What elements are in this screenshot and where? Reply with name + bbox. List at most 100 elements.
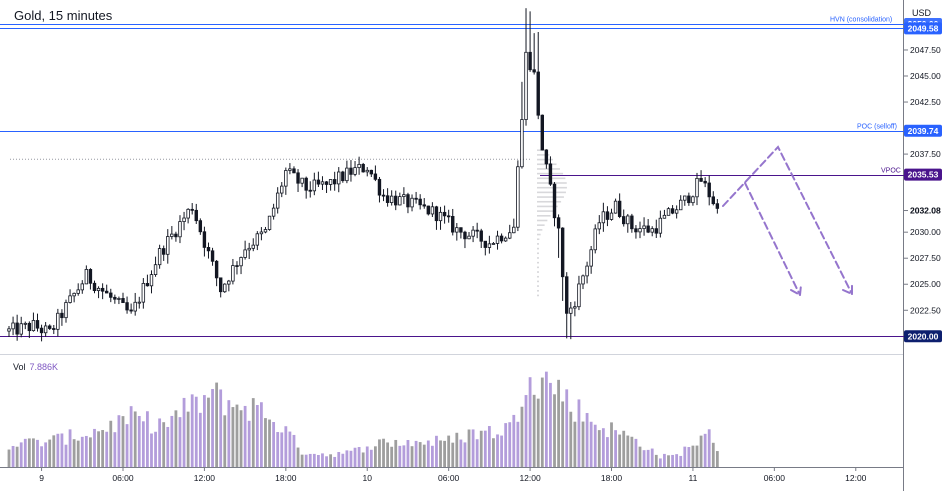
projection-arrow-left[interactable] — [744, 182, 801, 296]
candle-body — [508, 232, 512, 239]
volume-bar — [573, 421, 577, 467]
volume-bar — [703, 433, 707, 467]
profile-bar — [537, 275, 539, 278]
volume-bar — [260, 402, 263, 467]
candle-body — [560, 227, 565, 278]
volume-bar — [353, 447, 357, 467]
candle-body — [231, 265, 235, 282]
volume-bar — [528, 377, 532, 467]
candle-body — [43, 325, 48, 334]
volume-bar — [642, 450, 646, 467]
candle-body — [15, 322, 19, 335]
volume-bar — [190, 394, 194, 467]
volume-bar — [198, 412, 202, 467]
volume-bar — [174, 410, 178, 467]
volume-bar — [109, 420, 113, 467]
volume-bar — [68, 429, 72, 467]
candle-body — [145, 283, 150, 287]
volume-bar — [329, 454, 333, 467]
candle-body — [235, 265, 239, 267]
volume-legend-label: Vol — [13, 362, 26, 372]
volume-bar — [430, 445, 434, 467]
candle-body — [377, 178, 382, 196]
volume-bar — [504, 423, 508, 467]
volume-bar — [243, 405, 247, 467]
volume-bar — [418, 442, 422, 467]
candle-body — [153, 264, 158, 275]
candle-body — [19, 323, 23, 335]
volume-bar — [426, 440, 430, 467]
profile-bar — [537, 210, 555, 212]
volume-legend-value: 7.886K — [29, 362, 59, 372]
volume-bar — [414, 440, 418, 467]
candle-body — [186, 208, 190, 219]
volume-bar — [284, 426, 288, 467]
horizontal-levels: HVN (consolidation) POC (selloff) VPOC — [0, 17, 904, 337]
candle-body — [202, 231, 207, 248]
volume-bar — [622, 430, 626, 467]
candle-body — [589, 249, 593, 267]
x-tick-label: 12:00 — [519, 473, 541, 483]
volume-bar — [382, 438, 385, 467]
candle-body — [105, 290, 109, 294]
projection-arrow-right[interactable] — [722, 145, 853, 295]
volume-bar — [235, 404, 239, 467]
volume-bar — [316, 454, 320, 467]
price-axis[interactable]: 2047.50 2045.00 2042.50 2037.50 2032.08 2030.… — [904, 45, 941, 315]
price-badge — [904, 168, 942, 181]
y-tick-label: 2027.50 — [910, 253, 941, 263]
volume-bar — [524, 395, 528, 467]
candle-body — [605, 211, 610, 220]
candle-body — [487, 243, 492, 248]
candle-body — [296, 172, 300, 184]
candle-body — [56, 312, 60, 330]
candle-body — [658, 217, 663, 234]
time-axis[interactable]: 9 06:00 12:00 18:00 10 06:00 12:00 18:00 11 06:00… — [39, 467, 867, 483]
candle-body — [483, 240, 488, 248]
candle-body — [552, 183, 557, 219]
volume-bar — [32, 438, 35, 467]
volume-bar — [27, 438, 31, 467]
volume-bar — [707, 429, 711, 467]
volume-bar — [154, 431, 157, 467]
volume-bar — [72, 439, 76, 467]
profile-bar — [537, 261, 539, 264]
volume-bar — [158, 418, 162, 467]
candle-body — [459, 227, 463, 233]
volume-bar — [711, 442, 715, 467]
volume-bar — [610, 422, 613, 467]
volume-bar — [585, 413, 589, 467]
candle-body — [227, 280, 231, 285]
candle-body — [341, 171, 345, 182]
candle-body — [369, 169, 374, 175]
volume-bar — [626, 435, 630, 467]
candle-body — [267, 215, 272, 230]
candle-body — [703, 180, 707, 184]
candle-body — [255, 233, 260, 246]
x-tick-label: 18:00 — [601, 473, 623, 483]
volume-bar — [251, 398, 255, 467]
candle-body — [72, 292, 76, 297]
volume-bar — [312, 453, 316, 467]
candle-body — [666, 208, 671, 216]
volume-bar — [40, 446, 43, 467]
candle-body — [451, 215, 455, 233]
candle-body — [674, 209, 679, 214]
profile-bar — [537, 257, 539, 259]
candle-body — [113, 296, 117, 300]
volume-bar — [569, 411, 573, 467]
candle-body — [581, 275, 585, 285]
candle-body — [687, 195, 691, 204]
candle-body — [613, 200, 618, 214]
candle-body — [316, 179, 321, 185]
volume-bar — [581, 421, 585, 467]
profile-bar — [537, 271, 539, 273]
y-tick-label: 2030.00 — [910, 227, 941, 237]
candle-body — [353, 167, 357, 175]
volume-bar — [553, 394, 556, 467]
volume-bar — [219, 389, 223, 467]
candle-body — [35, 320, 40, 329]
candle-body — [223, 283, 227, 293]
